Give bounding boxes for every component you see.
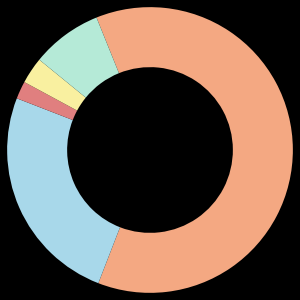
Wedge shape [7,98,120,283]
Wedge shape [39,17,119,98]
Wedge shape [97,7,293,293]
Wedge shape [24,60,86,111]
Wedge shape [17,82,77,120]
